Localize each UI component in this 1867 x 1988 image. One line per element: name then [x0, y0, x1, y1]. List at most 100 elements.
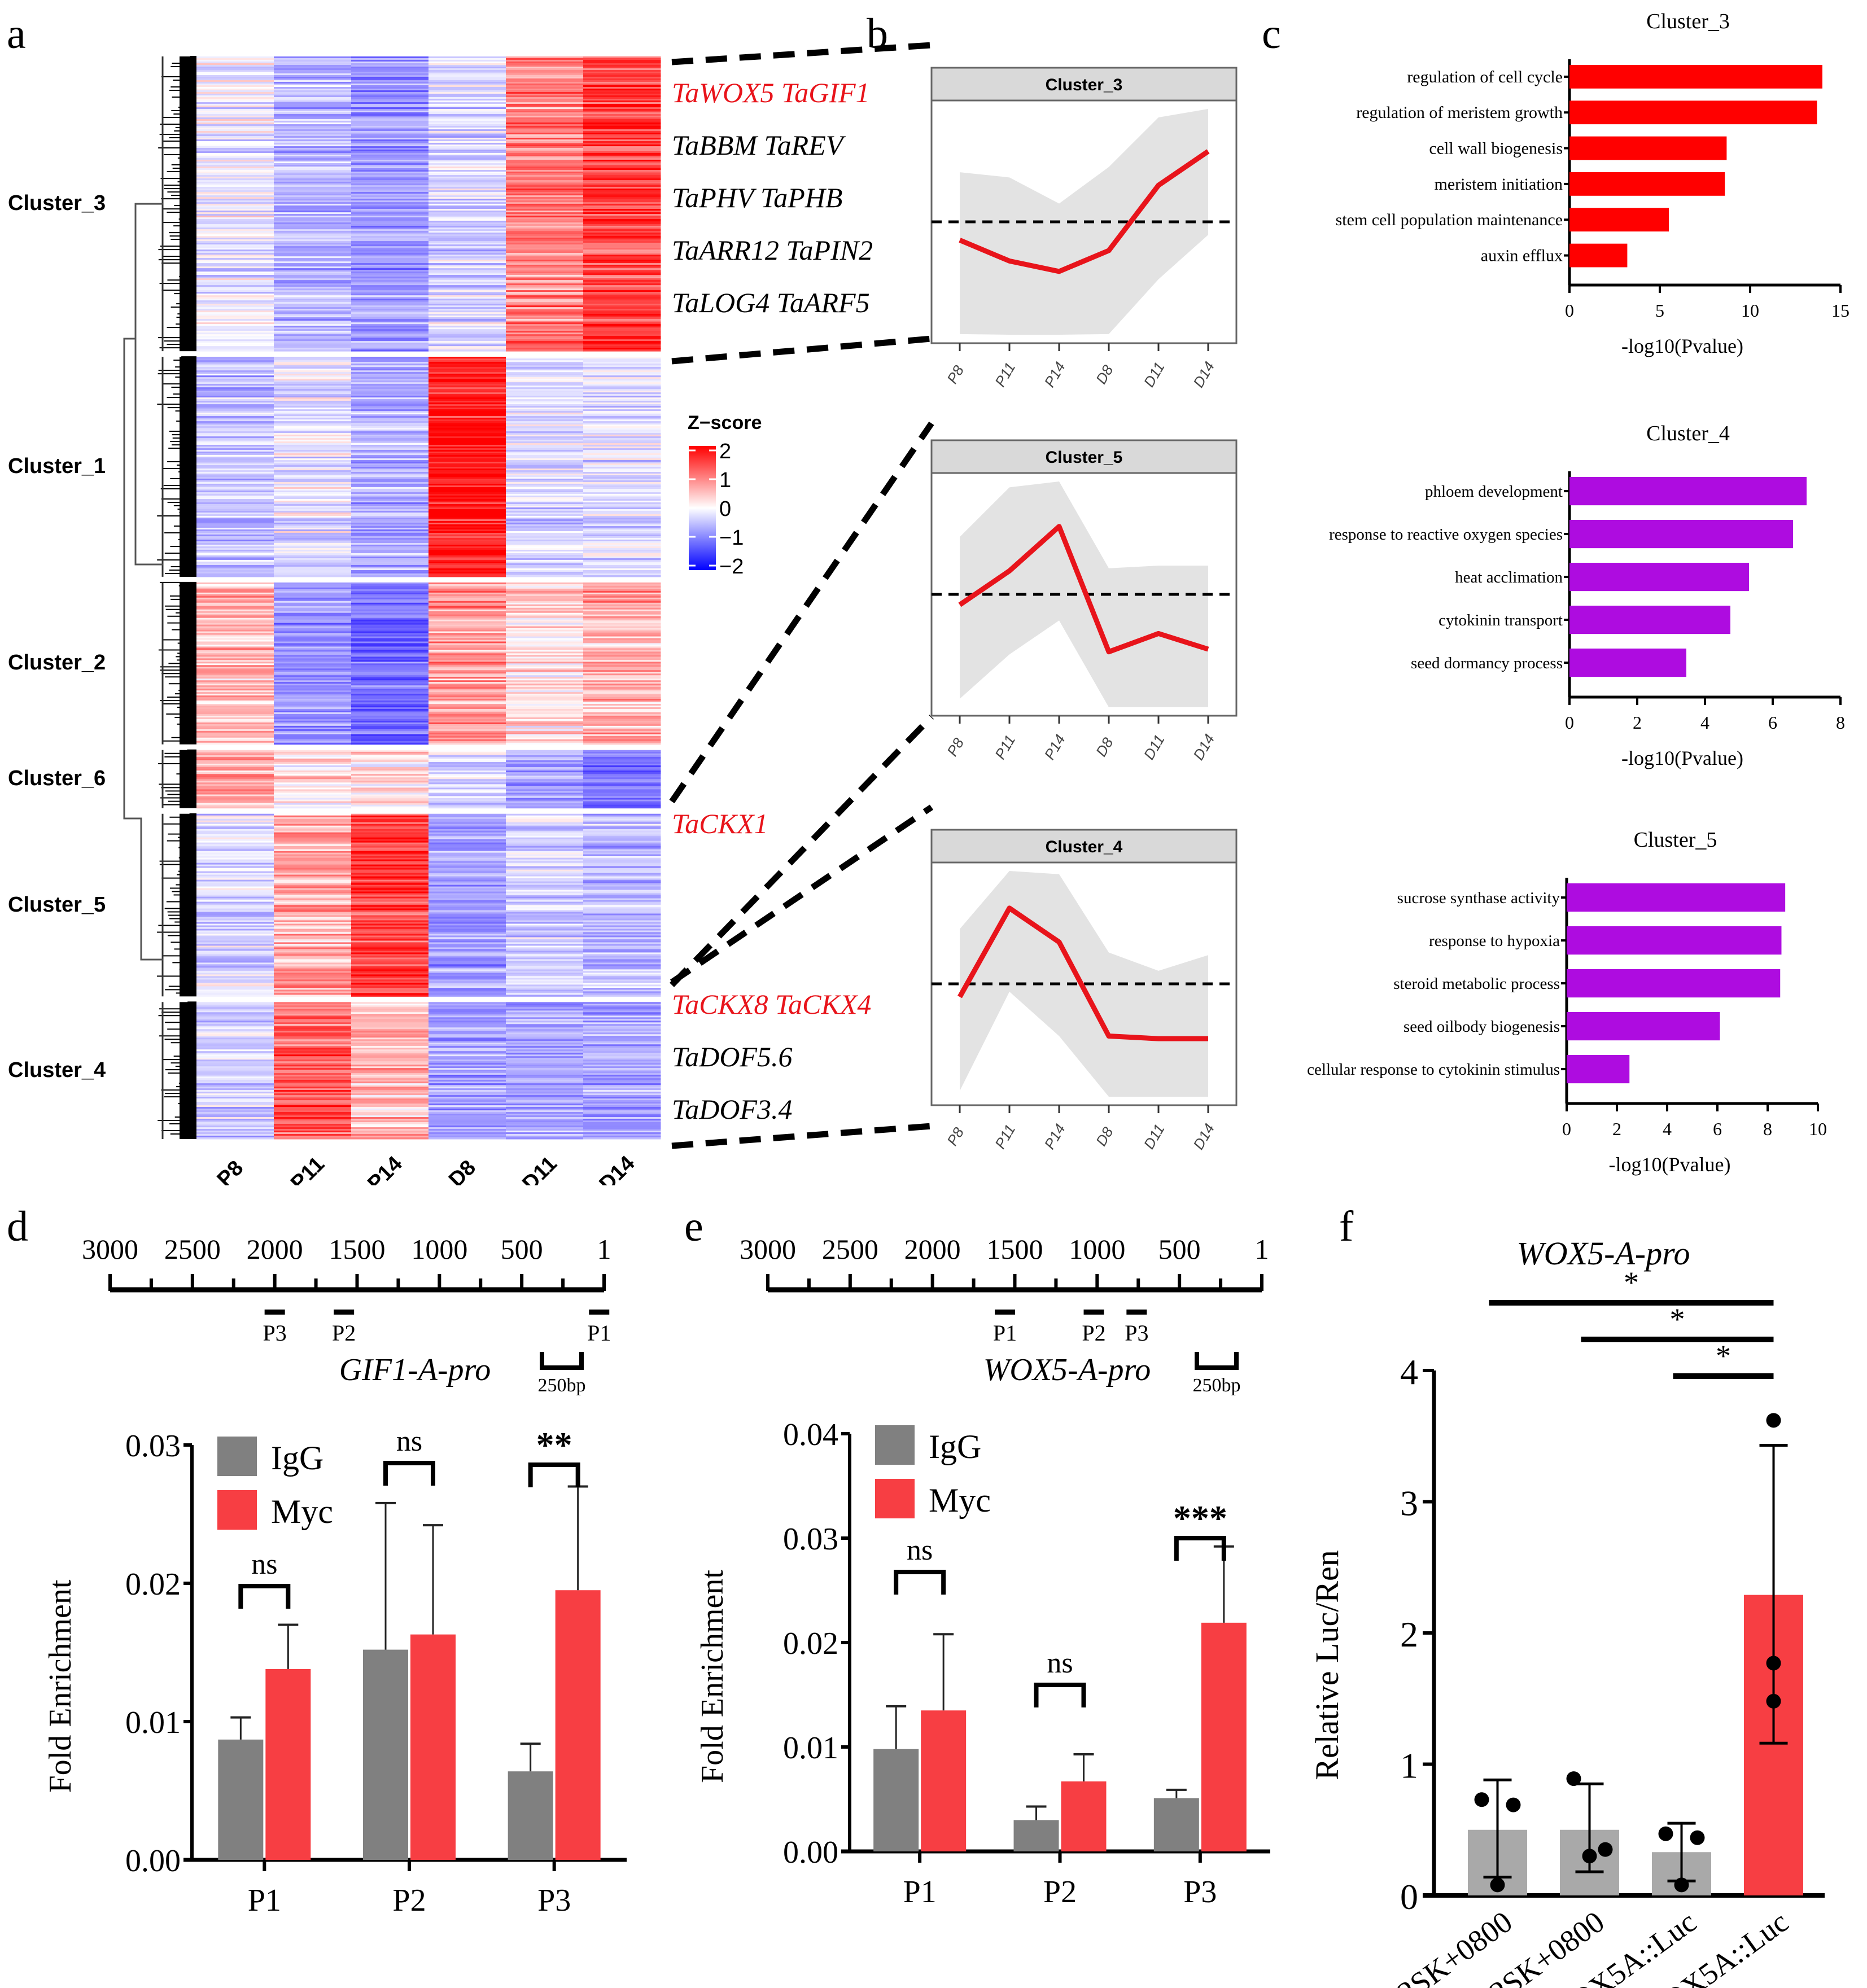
heatmap-cell [429, 935, 506, 938]
go-term-label: seed dormancy process [1411, 654, 1563, 672]
heatmap-cell [196, 770, 274, 773]
heatmap-cell [196, 700, 274, 703]
heatmap-cell [196, 507, 274, 510]
significance-bracket [894, 1570, 946, 1595]
heatmap-cell [351, 1034, 429, 1036]
heatmap-cell [274, 73, 352, 76]
heatmap-cell [506, 380, 584, 383]
heatmap-cell [196, 82, 274, 84]
heatmap-cell [196, 349, 274, 352]
heatmap-cell [351, 532, 429, 535]
heatmap-cell [351, 172, 429, 174]
heatmap-cell [196, 761, 274, 764]
heatmap-cell [274, 421, 352, 423]
heatmap-cell [583, 136, 661, 138]
profile-mean-line [957, 905, 1208, 1041]
comparison-label: * [1624, 1266, 1639, 1299]
heatmap-cell [351, 1122, 429, 1124]
heatmap-cell [429, 599, 506, 602]
go-chart-title: Cluster_5 [1634, 828, 1717, 852]
heatmap-cell [506, 435, 584, 437]
heatmap-cell [506, 878, 584, 881]
heatmap-cell [351, 497, 429, 500]
heatmap-cell [506, 1024, 584, 1026]
heatmap-cell [506, 99, 584, 101]
heatmap-cell [274, 837, 352, 840]
heatmap-cell [429, 932, 506, 934]
heatmap-cell [274, 709, 352, 711]
heatmap-cell [196, 263, 274, 265]
heatmap-column-label: P8 [213, 1156, 248, 1185]
heatmap-cell [506, 421, 584, 423]
heatmap-cell [506, 799, 584, 802]
heatmap-cell [196, 1010, 274, 1013]
heatmap-cell [196, 1104, 274, 1106]
heatmap-cell [196, 876, 274, 879]
heatmap-cell [429, 338, 506, 340]
heatmap-cell [274, 1075, 352, 1077]
heatmap-cell [583, 629, 661, 632]
heatmap-cell [429, 626, 506, 629]
heatmap-cell [274, 713, 352, 716]
heatmap-cell [429, 408, 506, 410]
heatmap-cell [274, 680, 352, 682]
heatmap-cell [196, 409, 274, 411]
heatmap-cell [583, 194, 661, 196]
heatmap-cell [351, 426, 429, 428]
heatmap-cell [196, 92, 274, 94]
heatmap-cell [506, 801, 584, 804]
heatmap-cell [506, 923, 584, 926]
heatmap-cell [196, 692, 274, 694]
heatmap-cell [583, 329, 661, 331]
heatmap-cell [506, 1107, 584, 1109]
heatmap-cell [351, 704, 429, 706]
heatmap-cell [506, 839, 584, 842]
heatmap-cell [196, 655, 274, 657]
heatmap-cell [583, 226, 661, 228]
profile-plot: Cluster_5P8 P11 P14 D8 D11 D14 [930, 439, 1238, 763]
profile-x-label: D11 [1140, 732, 1168, 763]
heatmap-cell [583, 477, 661, 479]
heatmap-cell [429, 1007, 506, 1009]
heatmap-cell [583, 706, 661, 708]
heatmap-cell [506, 1078, 584, 1080]
heatmap-cell [351, 144, 429, 147]
heatmap-cell [274, 692, 352, 694]
go-bar [1567, 883, 1786, 912]
heatmap-cell [274, 67, 352, 69]
heatmap-cell [506, 369, 584, 371]
heatmap-cell [274, 553, 352, 555]
heatmap-cell [351, 517, 429, 520]
heatmap-cell [274, 80, 352, 82]
heatmap-cell [583, 327, 661, 330]
heatmap-cell [196, 195, 274, 198]
y-tick-label: 0 [1400, 1877, 1418, 1917]
heatmap-cell [196, 645, 274, 647]
heatmap-cell [351, 106, 429, 108]
heatmap-cell [429, 1012, 506, 1014]
heatmap-cell [196, 830, 274, 833]
heatmap-cell [429, 854, 506, 857]
heatmap-cell [274, 474, 352, 476]
heatmap-cell [583, 1039, 661, 1041]
heatmap-cell [583, 1049, 661, 1052]
heatmap-cell [506, 263, 584, 265]
heatmap-cell [429, 983, 506, 985]
data-point [1766, 1413, 1781, 1428]
heatmap-cell [351, 959, 429, 961]
heatmap-cell [274, 1005, 352, 1008]
heatmap-cell [506, 695, 584, 698]
heatmap-cell [274, 541, 352, 544]
heatmap-cell [196, 401, 274, 403]
heatmap-cell [274, 915, 352, 917]
heatmap-cell [351, 966, 429, 968]
heatmap-cell [583, 751, 661, 754]
heatmap-cell [506, 761, 584, 764]
legend-label: Myc [271, 1493, 333, 1530]
heatmap-cell [196, 618, 274, 620]
heatmap-cell [196, 957, 274, 960]
heatmap-cell [506, 517, 584, 520]
heatmap-cell [196, 901, 274, 904]
heatmap-cell [351, 1102, 429, 1104]
heatmap-cell [196, 1132, 274, 1135]
